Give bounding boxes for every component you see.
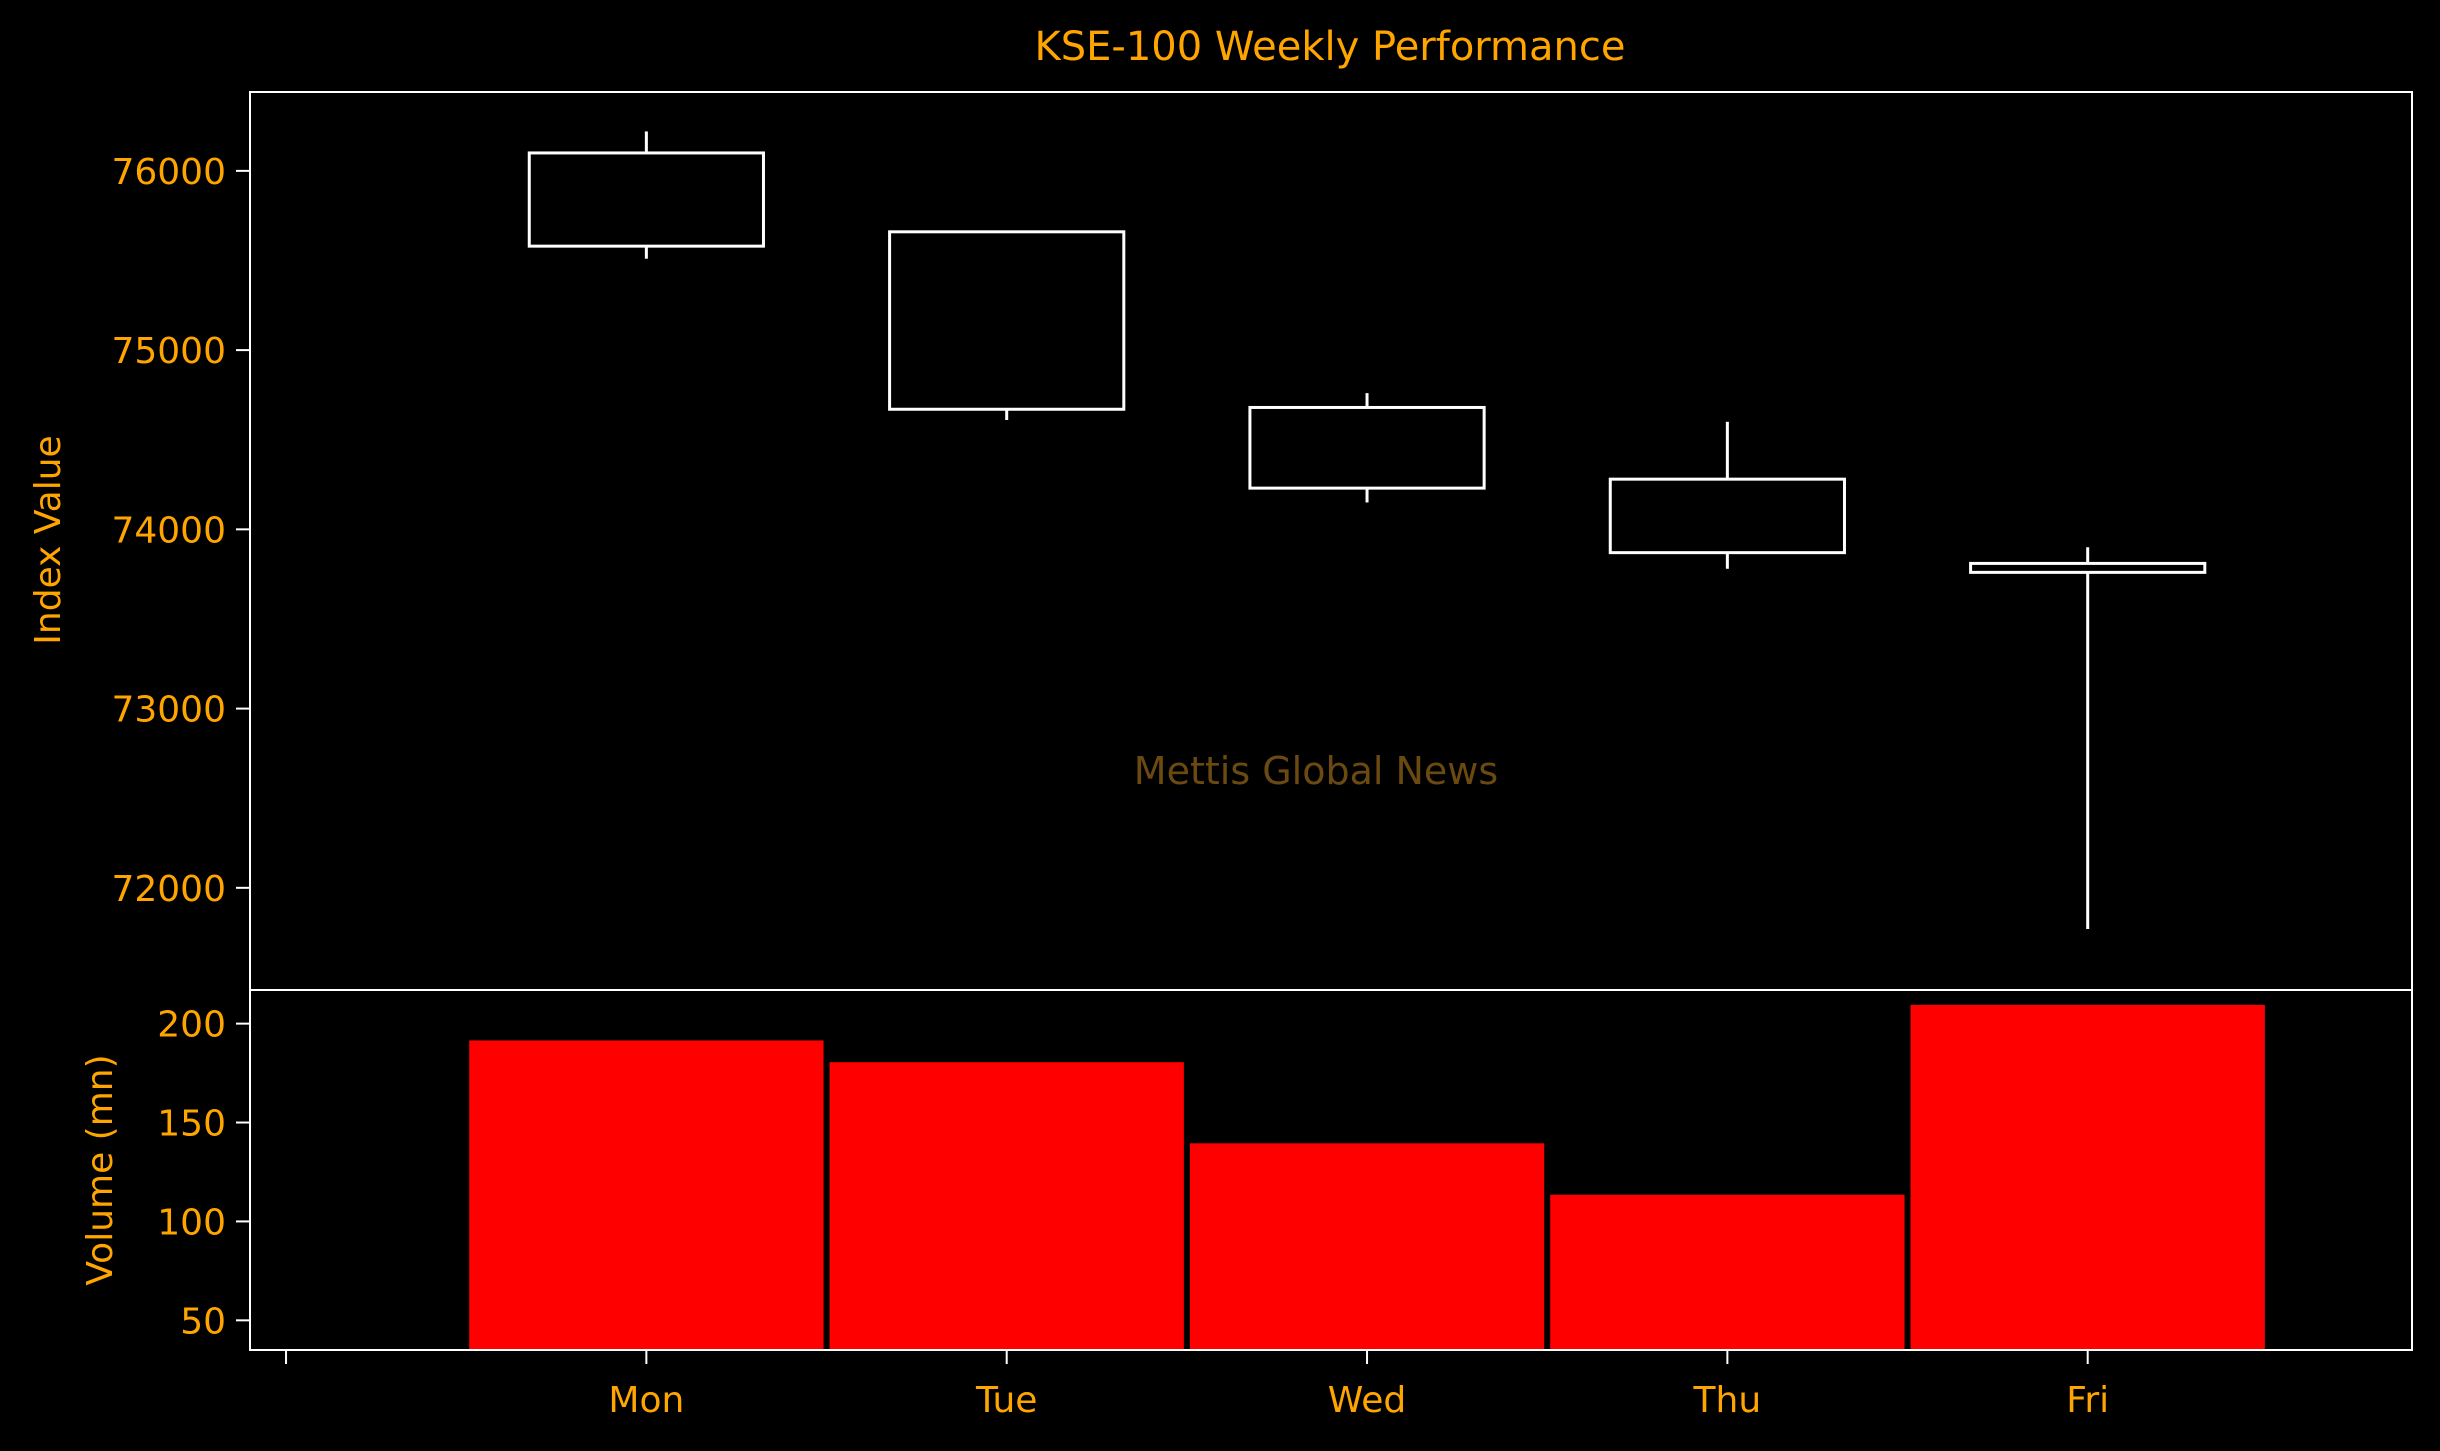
candle-body-fri [1969, 561, 2207, 574]
price-panel: 72000 73000 74000 75000 76000 [111, 91, 2413, 991]
price-tick-label-73000: 73000 [111, 690, 226, 731]
chart-title: KSE-100 Weekly Performance [1035, 24, 1626, 70]
candle-body-tue [888, 230, 1126, 411]
volume-bar-wed [1187, 1141, 1547, 1352]
volume-bar-fri [1908, 1002, 2267, 1351]
volume-panel: 50 100 150 200 [157, 989, 2413, 1352]
candle-body-thu [1608, 477, 1846, 555]
watermark-text: Mettis Global News [1134, 749, 1498, 793]
x-axis: Mon Tue Wed Thu Fri [285, 1350, 2109, 1421]
candle-body-wed [1248, 405, 1486, 490]
x-tick-label-thu: Thu [1693, 1380, 1762, 1421]
volume-tick-label-100: 100 [157, 1202, 226, 1243]
price-tick-label-75000: 75000 [111, 331, 226, 372]
x-tick-label-fri: Fri [2066, 1380, 2109, 1421]
volume-tick-label-200: 200 [157, 1005, 226, 1046]
x-tick-label-wed: Wed [1328, 1380, 1407, 1421]
price-tick-label-74000: 74000 [111, 510, 226, 551]
volume-bar-tue [827, 1060, 1186, 1351]
volume-tick-label-50: 50 [180, 1301, 226, 1342]
x-tick-label-tue: Tue [975, 1380, 1038, 1421]
x-tick-label-mon: Mon [608, 1380, 684, 1421]
volume-tick-label-150: 150 [157, 1104, 226, 1145]
volume-panel-frame [249, 989, 2413, 1351]
volume-bar-thu [1548, 1192, 1907, 1351]
volume-bar-mon [467, 1038, 826, 1351]
price-axis-label: Index Value [28, 435, 69, 644]
price-tick-label-76000: 76000 [111, 152, 226, 193]
candle-body-mon [527, 151, 765, 248]
volume-axis-label: Volume (mn) [80, 1054, 121, 1285]
price-tick-label-72000: 72000 [111, 869, 226, 910]
